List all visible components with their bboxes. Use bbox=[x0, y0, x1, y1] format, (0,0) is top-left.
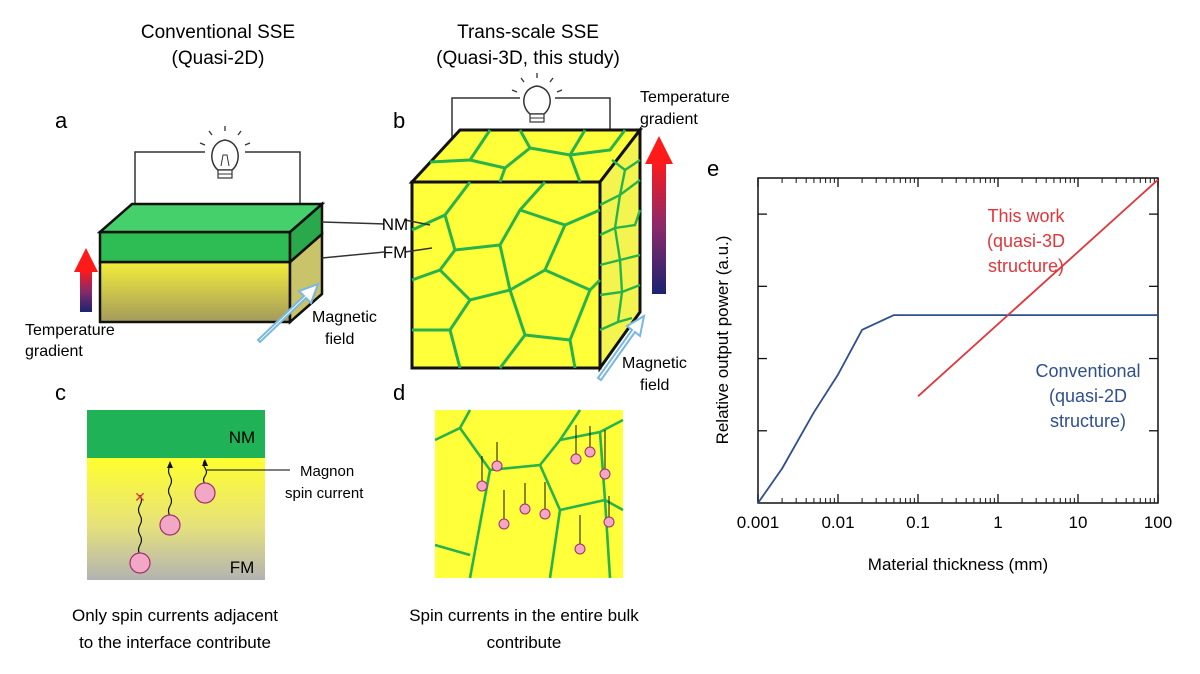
x-axis-label: Material thickness (mm) bbox=[868, 555, 1048, 574]
lightbulb-icon-b bbox=[511, 73, 563, 123]
x-tick-label: 10 bbox=[1069, 513, 1088, 532]
magnetic-field-arrow-a bbox=[256, 282, 320, 344]
x-tick-label: 1 bbox=[993, 513, 1002, 532]
grain-boundaries-d bbox=[434, 409, 624, 579]
panel-label-d: d bbox=[393, 380, 405, 405]
circuit-wire-right bbox=[245, 151, 301, 207]
panel-label-c: c bbox=[55, 380, 66, 405]
series-annotation-line: (quasi-3D bbox=[987, 231, 1065, 251]
caption-d-1: Spin currents in the entire bulk bbox=[409, 606, 639, 625]
nm-layer-front bbox=[98, 230, 292, 264]
mag-label-b-2: field bbox=[640, 377, 669, 394]
nm-layer-top bbox=[96, 202, 326, 234]
series-layer bbox=[757, 179, 1159, 504]
magnons-d bbox=[481, 425, 610, 545]
series-annotations: Conventional (quasi-2D structure) This work… bbox=[987, 206, 1141, 431]
caption-d-2: contribute bbox=[487, 633, 562, 652]
panel-a: Temperature gradient Magnetic field bbox=[25, 126, 377, 360]
x-tick-label: 100 bbox=[1144, 513, 1172, 532]
panel-label-a: a bbox=[55, 108, 68, 133]
magnon-dots-d bbox=[476, 446, 615, 555]
header-a: Conventional SSE (Quasi-2D) bbox=[141, 22, 295, 69]
temperature-arrow-b bbox=[645, 136, 673, 294]
y-axis-label: Relative output power (a.u.) bbox=[713, 236, 732, 445]
fm-layer-front bbox=[98, 260, 292, 324]
x-axis-ticks: 0.001 0.01 0.1 1 10 100 bbox=[737, 178, 1172, 532]
y-axis-ticks bbox=[758, 213, 1158, 432]
series-annotation-line: structure) bbox=[1050, 411, 1126, 431]
mag-label-a-2: field bbox=[325, 331, 354, 348]
magnetic-field-arrow-b bbox=[596, 314, 646, 382]
caption-c-2: to the interface contribute bbox=[79, 633, 271, 652]
grain-boundaries-side bbox=[599, 159, 642, 332]
lightbulb-icon-a bbox=[199, 126, 251, 179]
header-a-line2: (Quasi-2D) bbox=[172, 48, 265, 69]
circuit-wire-left bbox=[134, 151, 205, 207]
panel-b: NM FM Temperature gradient Magnetic fiel… bbox=[321, 73, 730, 394]
series-annotation-line: Conventional bbox=[1035, 361, 1140, 381]
series-annotation-line: structure) bbox=[988, 256, 1064, 276]
temp-label-b-1: Temperature bbox=[640, 89, 730, 106]
grain-boundaries-front bbox=[411, 181, 602, 369]
magnon-2 bbox=[159, 461, 181, 536]
grain-boundaries-top bbox=[429, 129, 627, 183]
fm-label-c: FM bbox=[230, 558, 255, 577]
header-a-line1: Conventional SSE bbox=[141, 22, 295, 43]
circuit-wire-b-right bbox=[555, 97, 611, 140]
panel-d: Spin currents in the entire bulk contrib… bbox=[409, 409, 639, 652]
magnon-label-2: spin current bbox=[285, 485, 364, 502]
temp-label-a-2: gradient bbox=[25, 343, 83, 360]
magnon-label-1: Magnon bbox=[300, 463, 354, 480]
panel-c: NM FM ✕ Magnon spin current Only spin cu… bbox=[72, 410, 364, 652]
temp-label-b-2: gradient bbox=[640, 111, 698, 128]
header-b-line1: Trans-scale SSE bbox=[457, 22, 599, 43]
header-b-line2: (Quasi-3D, this study) bbox=[436, 48, 620, 69]
fm-leader-line-b bbox=[404, 247, 433, 253]
fm-leader-line bbox=[321, 251, 385, 259]
x-tick-label: 0.01 bbox=[821, 513, 854, 532]
nm-leader-line bbox=[321, 221, 385, 225]
temperature-arrow-a bbox=[74, 248, 98, 312]
output-power-chart: 0.001 0.01 0.1 1 10 100 Conventional (quasi-2D… bbox=[713, 177, 1172, 574]
nm-leader-line-b bbox=[404, 219, 431, 226]
x-tick-label: 0.001 bbox=[737, 513, 780, 532]
header-b: Trans-scale SSE (Quasi-3D, this study) bbox=[436, 22, 620, 69]
temp-label-a-1: Temperature bbox=[25, 322, 115, 339]
nm-region-c bbox=[87, 410, 265, 458]
mag-label-a-1: Magnetic bbox=[312, 309, 377, 326]
x-tick-label: 0.1 bbox=[906, 513, 930, 532]
series-annotation-line: This work bbox=[987, 206, 1065, 226]
magnon-3 bbox=[194, 459, 216, 504]
panel-label-e: e bbox=[707, 156, 719, 181]
conventional-curve bbox=[757, 314, 1158, 504]
this-work-line bbox=[917, 179, 1159, 397]
nm-label-c: NM bbox=[229, 428, 255, 447]
nm-label-b: NM bbox=[382, 215, 408, 234]
plot-frame bbox=[757, 177, 1159, 504]
caption-c-1: Only spin currents adjacent bbox=[72, 606, 278, 625]
blocked-x-icon: ✕ bbox=[134, 489, 146, 505]
cube-side-face bbox=[598, 125, 642, 373]
fm-label-b: FM bbox=[383, 243, 408, 262]
magnon-1: ✕ bbox=[129, 489, 151, 574]
series-annotation-line: (quasi-2D bbox=[1049, 386, 1127, 406]
panel-label-b: b bbox=[393, 108, 405, 133]
mag-label-b-1: Magnetic bbox=[622, 355, 687, 372]
